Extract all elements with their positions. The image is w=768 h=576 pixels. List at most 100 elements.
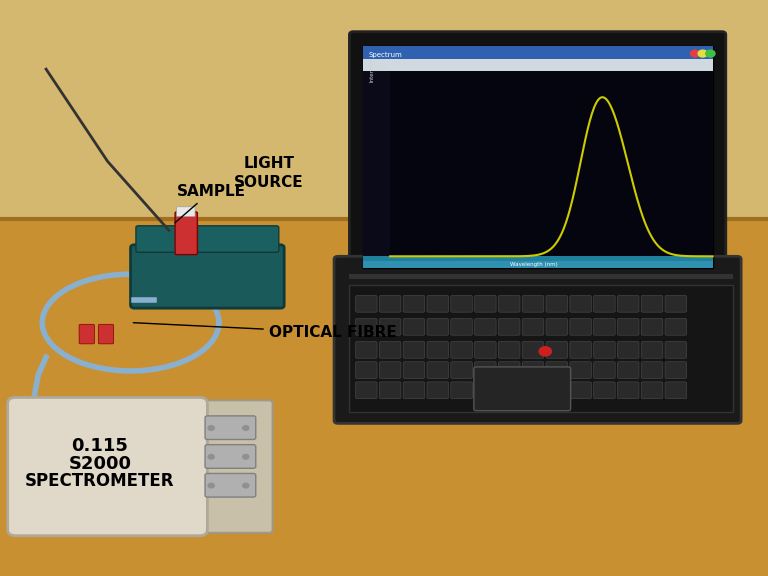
- FancyBboxPatch shape: [379, 342, 401, 358]
- Text: Wavelength (nm): Wavelength (nm): [510, 262, 558, 267]
- FancyBboxPatch shape: [617, 295, 639, 312]
- FancyBboxPatch shape: [498, 295, 520, 312]
- FancyBboxPatch shape: [498, 382, 520, 399]
- FancyBboxPatch shape: [594, 362, 615, 378]
- FancyBboxPatch shape: [522, 382, 544, 399]
- FancyBboxPatch shape: [403, 319, 425, 335]
- FancyBboxPatch shape: [427, 319, 449, 335]
- Circle shape: [539, 347, 551, 356]
- FancyBboxPatch shape: [641, 295, 663, 312]
- FancyBboxPatch shape: [617, 362, 639, 378]
- FancyBboxPatch shape: [363, 46, 713, 268]
- Circle shape: [208, 426, 214, 430]
- FancyBboxPatch shape: [349, 32, 726, 279]
- Bar: [363, 59, 713, 72]
- FancyBboxPatch shape: [617, 382, 639, 399]
- FancyBboxPatch shape: [498, 362, 520, 378]
- Bar: [363, 46, 713, 60]
- Bar: [363, 256, 713, 268]
- FancyBboxPatch shape: [379, 295, 401, 312]
- FancyBboxPatch shape: [665, 342, 687, 358]
- FancyBboxPatch shape: [131, 245, 284, 308]
- FancyBboxPatch shape: [427, 382, 449, 399]
- FancyBboxPatch shape: [665, 319, 687, 335]
- Circle shape: [208, 454, 214, 459]
- FancyBboxPatch shape: [205, 473, 256, 497]
- FancyBboxPatch shape: [451, 319, 472, 335]
- FancyBboxPatch shape: [474, 367, 571, 411]
- FancyBboxPatch shape: [546, 295, 568, 312]
- FancyBboxPatch shape: [665, 382, 687, 399]
- FancyBboxPatch shape: [522, 319, 544, 335]
- FancyBboxPatch shape: [205, 445, 256, 468]
- FancyBboxPatch shape: [475, 342, 496, 358]
- FancyBboxPatch shape: [594, 295, 615, 312]
- Bar: [0, 219, 768, 576]
- FancyBboxPatch shape: [522, 342, 544, 358]
- FancyBboxPatch shape: [546, 319, 568, 335]
- FancyBboxPatch shape: [356, 382, 377, 399]
- FancyBboxPatch shape: [427, 342, 449, 358]
- Circle shape: [243, 426, 249, 430]
- Text: Intensity: Intensity: [370, 58, 375, 82]
- FancyBboxPatch shape: [451, 362, 472, 378]
- Bar: [349, 285, 733, 412]
- FancyBboxPatch shape: [665, 295, 687, 312]
- FancyBboxPatch shape: [403, 295, 425, 312]
- Text: Spectrum: Spectrum: [369, 52, 402, 58]
- FancyBboxPatch shape: [451, 342, 472, 358]
- Bar: [0, 0, 768, 219]
- FancyBboxPatch shape: [475, 362, 496, 378]
- FancyBboxPatch shape: [403, 362, 425, 378]
- FancyBboxPatch shape: [427, 362, 449, 378]
- FancyBboxPatch shape: [570, 295, 591, 312]
- FancyBboxPatch shape: [570, 362, 591, 378]
- FancyBboxPatch shape: [356, 342, 377, 358]
- FancyBboxPatch shape: [205, 416, 256, 439]
- FancyBboxPatch shape: [594, 319, 615, 335]
- FancyBboxPatch shape: [136, 226, 279, 252]
- Circle shape: [698, 50, 707, 57]
- FancyBboxPatch shape: [594, 382, 615, 399]
- Circle shape: [690, 50, 700, 57]
- FancyBboxPatch shape: [451, 295, 472, 312]
- Text: SAMPLE: SAMPLE: [175, 184, 246, 223]
- Text: S2000: S2000: [68, 454, 131, 473]
- FancyBboxPatch shape: [498, 319, 520, 335]
- FancyBboxPatch shape: [175, 212, 197, 255]
- Bar: [363, 71, 390, 268]
- FancyBboxPatch shape: [665, 362, 687, 378]
- FancyBboxPatch shape: [570, 319, 591, 335]
- Text: 0.115: 0.115: [71, 437, 128, 456]
- FancyBboxPatch shape: [641, 362, 663, 378]
- FancyBboxPatch shape: [379, 319, 401, 335]
- FancyBboxPatch shape: [98, 324, 114, 344]
- FancyBboxPatch shape: [594, 342, 615, 358]
- FancyBboxPatch shape: [475, 295, 496, 312]
- FancyBboxPatch shape: [546, 342, 568, 358]
- FancyBboxPatch shape: [379, 382, 401, 399]
- FancyBboxPatch shape: [641, 319, 663, 335]
- Text: OPTICAL FIBRE: OPTICAL FIBRE: [134, 323, 396, 340]
- FancyBboxPatch shape: [570, 382, 591, 399]
- Circle shape: [243, 483, 249, 488]
- FancyBboxPatch shape: [334, 256, 741, 423]
- FancyBboxPatch shape: [641, 382, 663, 399]
- FancyBboxPatch shape: [522, 362, 544, 378]
- FancyBboxPatch shape: [177, 207, 195, 217]
- FancyBboxPatch shape: [356, 319, 377, 335]
- FancyBboxPatch shape: [403, 342, 425, 358]
- FancyBboxPatch shape: [196, 400, 273, 533]
- FancyBboxPatch shape: [546, 382, 568, 399]
- FancyBboxPatch shape: [498, 342, 520, 358]
- FancyBboxPatch shape: [427, 295, 449, 312]
- FancyBboxPatch shape: [570, 342, 591, 358]
- Bar: [363, 71, 713, 268]
- FancyBboxPatch shape: [356, 295, 377, 312]
- FancyBboxPatch shape: [617, 342, 639, 358]
- FancyBboxPatch shape: [356, 362, 377, 378]
- FancyBboxPatch shape: [79, 324, 94, 344]
- Bar: [363, 261, 713, 268]
- Circle shape: [243, 454, 249, 459]
- Text: LIGHT
SOURCE: LIGHT SOURCE: [234, 157, 303, 190]
